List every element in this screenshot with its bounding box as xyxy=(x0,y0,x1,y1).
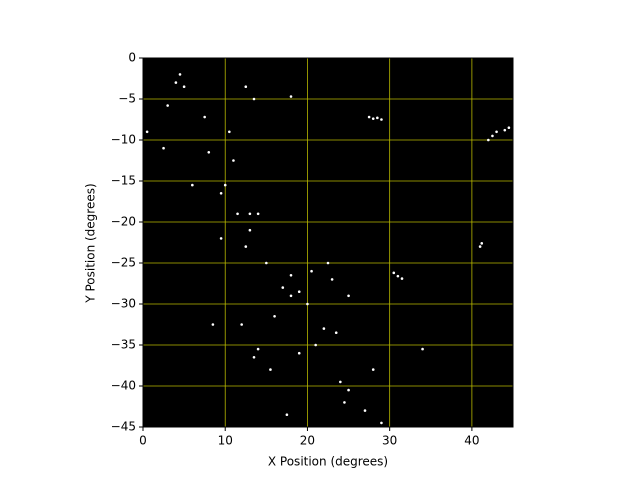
y-tick-label: −35 xyxy=(111,338,136,352)
star xyxy=(376,116,379,120)
star xyxy=(145,130,149,134)
star xyxy=(289,274,293,277)
star xyxy=(347,294,350,298)
star xyxy=(281,286,285,289)
star xyxy=(400,277,404,280)
star xyxy=(421,347,424,351)
star xyxy=(252,356,256,359)
x-tick-label: 20 xyxy=(300,434,315,448)
star xyxy=(256,212,260,216)
star xyxy=(240,323,243,326)
star xyxy=(285,413,289,417)
star xyxy=(491,134,494,138)
y-tick-label: −20 xyxy=(111,215,136,229)
star xyxy=(326,261,330,265)
star xyxy=(223,183,227,187)
plot-frame xyxy=(142,57,514,428)
y-tick-label: −40 xyxy=(111,379,136,393)
star xyxy=(478,245,482,248)
star xyxy=(297,351,301,355)
star xyxy=(310,269,313,273)
star xyxy=(503,128,507,132)
star xyxy=(228,130,231,134)
star xyxy=(162,146,165,150)
star xyxy=(322,327,326,330)
star xyxy=(306,302,309,306)
star xyxy=(334,331,338,335)
star xyxy=(289,294,293,298)
y-tick-label: 0 xyxy=(128,51,136,65)
star xyxy=(480,242,484,245)
x-tick-label: 10 xyxy=(218,434,233,448)
star xyxy=(314,343,317,347)
star xyxy=(219,192,223,195)
star xyxy=(330,278,334,281)
y-tick-label: −25 xyxy=(111,256,136,270)
x-tick-label: 30 xyxy=(382,434,397,448)
points xyxy=(145,73,511,425)
star xyxy=(347,388,350,392)
star xyxy=(248,212,252,216)
x-tick-label: 0 xyxy=(139,434,147,448)
star xyxy=(244,245,248,248)
star xyxy=(371,117,375,120)
y-tick-label: −30 xyxy=(111,297,136,311)
y-tick-label: −45 xyxy=(111,420,136,434)
star xyxy=(236,212,239,216)
star xyxy=(207,151,211,154)
star xyxy=(182,85,186,88)
star xyxy=(248,228,252,232)
star xyxy=(380,421,383,425)
x-axis-label: X Position (degrees) xyxy=(268,455,388,469)
star xyxy=(297,290,301,294)
star xyxy=(380,118,383,121)
star xyxy=(232,159,235,162)
star xyxy=(487,138,490,142)
star xyxy=(166,104,169,107)
star xyxy=(339,380,342,384)
x-tick-label: 40 xyxy=(464,434,479,448)
star xyxy=(289,95,293,98)
star xyxy=(392,271,396,275)
y-tick-label: −5 xyxy=(118,92,136,106)
plot-background xyxy=(143,58,513,427)
star xyxy=(252,97,256,101)
star xyxy=(363,409,367,412)
star xyxy=(219,237,223,240)
star xyxy=(396,274,400,278)
star xyxy=(256,347,260,351)
y-axis-label: Y Position (degrees) xyxy=(84,183,98,303)
star xyxy=(244,85,248,88)
star xyxy=(371,368,375,371)
star xyxy=(343,401,346,404)
star xyxy=(191,183,194,187)
star xyxy=(178,73,182,76)
star xyxy=(273,315,276,318)
star xyxy=(174,81,178,84)
star xyxy=(495,130,498,134)
star xyxy=(203,115,206,119)
star xyxy=(367,115,371,119)
star xyxy=(269,368,272,371)
y-tick-label: −15 xyxy=(111,174,136,188)
y-tick-label: −10 xyxy=(111,133,136,147)
star xyxy=(265,261,268,265)
star xyxy=(507,126,511,129)
star xyxy=(211,323,215,326)
